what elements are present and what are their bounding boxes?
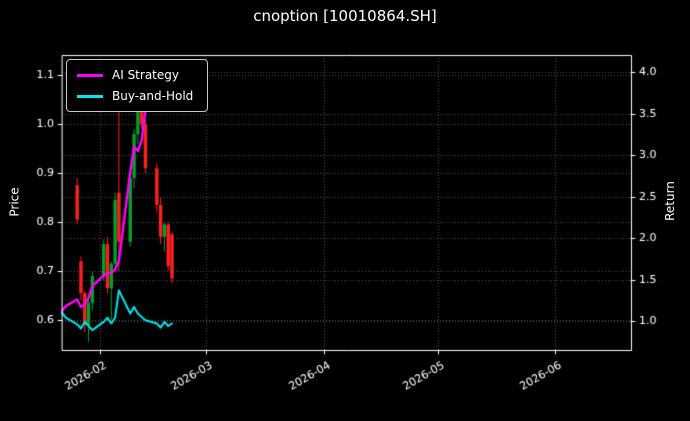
ai-strategy-line-swatch — [77, 73, 103, 77]
legend-item-buy-and-hold: Buy-and-Hold — [77, 90, 193, 102]
legend-label-ai-strategy: AI Strategy — [112, 68, 179, 82]
legend: AI Strategy Buy-and-Hold — [66, 59, 209, 112]
legend-label-buy-and-hold: Buy-and-Hold — [112, 89, 194, 103]
return-axis-label: Return — [662, 181, 677, 221]
buy-and-hold-line-swatch — [77, 94, 103, 98]
chart-title: cnoption [10010864.SH] — [253, 7, 437, 25]
legend-item-ai-strategy: AI Strategy — [77, 69, 193, 81]
price-axis-label: Price — [7, 187, 22, 217]
